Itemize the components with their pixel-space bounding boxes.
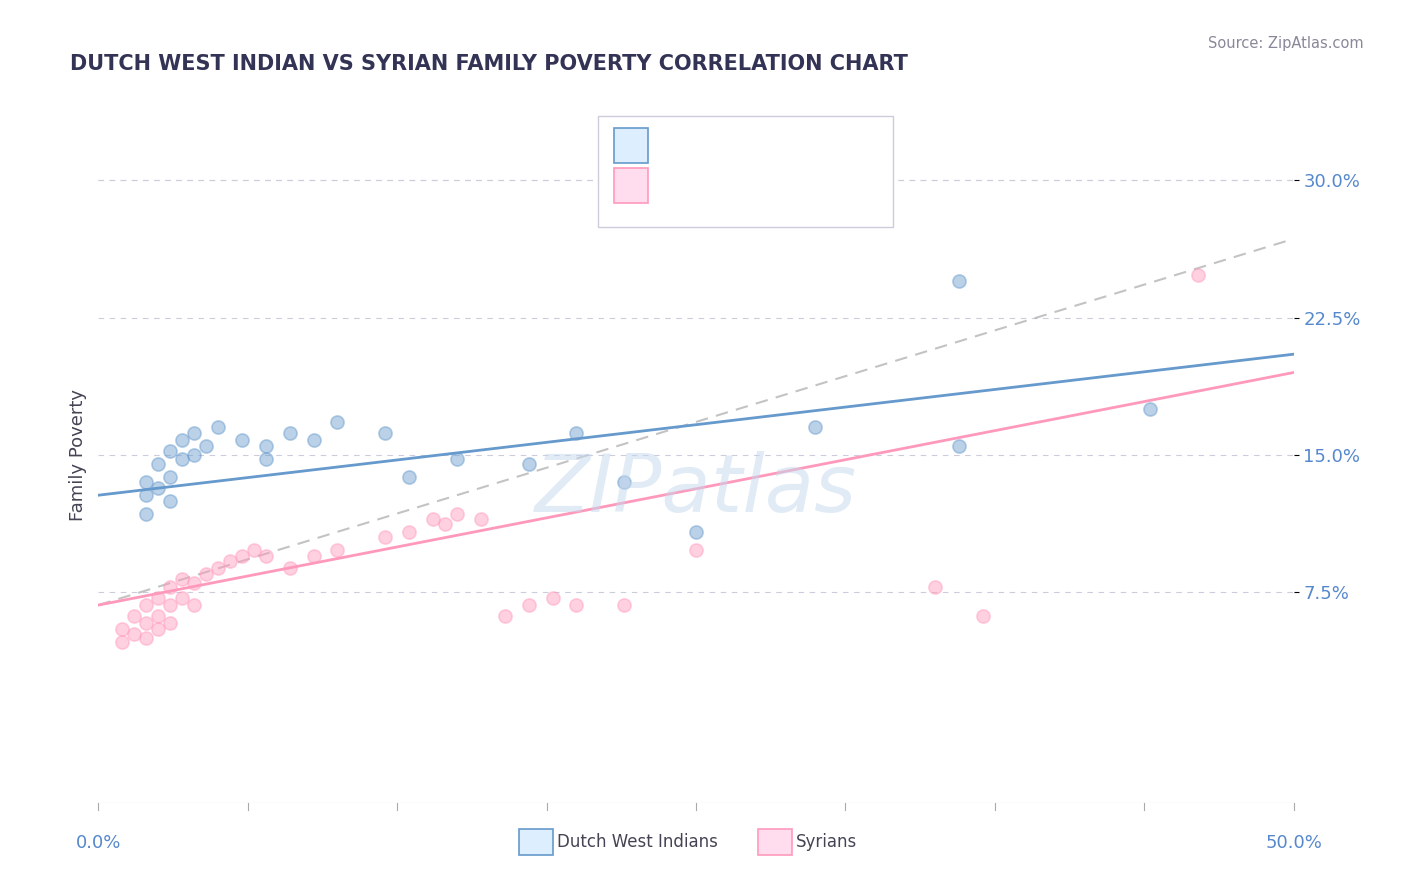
Point bbox=[195, 439, 218, 453]
Point bbox=[135, 507, 157, 521]
Point bbox=[135, 631, 157, 645]
Point bbox=[159, 470, 181, 484]
Point bbox=[243, 543, 266, 558]
Point bbox=[302, 434, 325, 448]
Point bbox=[924, 580, 946, 594]
Point bbox=[195, 566, 218, 581]
Point bbox=[219, 554, 242, 568]
Point bbox=[398, 470, 420, 484]
Point bbox=[231, 549, 253, 563]
Text: ZIPatlas: ZIPatlas bbox=[534, 450, 858, 529]
Point bbox=[948, 274, 970, 288]
Point bbox=[565, 598, 588, 612]
Point bbox=[148, 481, 170, 495]
Point bbox=[231, 434, 253, 448]
Point bbox=[374, 425, 396, 440]
Point bbox=[517, 457, 540, 471]
Text: R = 0.286: R = 0.286 bbox=[658, 136, 748, 154]
Text: N = 41: N = 41 bbox=[749, 177, 817, 194]
Point bbox=[124, 627, 146, 641]
Point bbox=[565, 425, 588, 440]
Point bbox=[135, 475, 157, 490]
Text: Source: ZipAtlas.com: Source: ZipAtlas.com bbox=[1208, 36, 1364, 51]
Text: 0.0%: 0.0% bbox=[76, 834, 121, 852]
Point bbox=[804, 420, 827, 434]
Point bbox=[111, 634, 134, 648]
Point bbox=[398, 524, 420, 539]
Point bbox=[948, 439, 970, 453]
Point bbox=[148, 609, 170, 624]
Text: Syrians: Syrians bbox=[796, 833, 858, 851]
Point bbox=[172, 591, 194, 605]
Point bbox=[172, 573, 194, 587]
Point bbox=[517, 598, 540, 612]
Point bbox=[278, 425, 301, 440]
Point bbox=[183, 448, 205, 462]
Text: N = 31: N = 31 bbox=[749, 136, 817, 154]
Point bbox=[111, 622, 134, 636]
Point bbox=[148, 457, 170, 471]
Point bbox=[254, 451, 277, 466]
Point bbox=[135, 598, 157, 612]
Point bbox=[422, 512, 444, 526]
Point bbox=[207, 561, 229, 575]
Point bbox=[446, 507, 468, 521]
Point bbox=[159, 493, 181, 508]
Text: R = 0.415: R = 0.415 bbox=[658, 177, 748, 194]
Point bbox=[159, 444, 181, 458]
Point bbox=[541, 591, 564, 605]
Point bbox=[148, 622, 170, 636]
Point bbox=[374, 530, 396, 544]
Point bbox=[254, 439, 277, 453]
Point bbox=[446, 451, 468, 466]
Point bbox=[326, 415, 349, 429]
Point bbox=[434, 517, 457, 532]
Point bbox=[159, 616, 181, 631]
Text: Dutch West Indians: Dutch West Indians bbox=[557, 833, 717, 851]
Text: DUTCH WEST INDIAN VS SYRIAN FAMILY POVERTY CORRELATION CHART: DUTCH WEST INDIAN VS SYRIAN FAMILY POVER… bbox=[70, 54, 908, 73]
Point bbox=[183, 576, 205, 591]
Point bbox=[470, 512, 492, 526]
Point bbox=[685, 543, 707, 558]
Point bbox=[135, 616, 157, 631]
Point bbox=[124, 609, 146, 624]
Point bbox=[254, 549, 277, 563]
Point bbox=[613, 598, 636, 612]
Point bbox=[172, 451, 194, 466]
Point bbox=[159, 598, 181, 612]
Point bbox=[494, 609, 516, 624]
Point bbox=[135, 488, 157, 502]
Y-axis label: Family Poverty: Family Poverty bbox=[69, 389, 87, 521]
Point bbox=[685, 524, 707, 539]
Point bbox=[972, 609, 994, 624]
Point bbox=[183, 425, 205, 440]
Point bbox=[172, 434, 194, 448]
Point bbox=[326, 543, 349, 558]
Point bbox=[613, 475, 636, 490]
Point bbox=[159, 580, 181, 594]
Point bbox=[183, 598, 205, 612]
Point bbox=[1139, 402, 1161, 417]
Point bbox=[302, 549, 325, 563]
Point bbox=[207, 420, 229, 434]
Point bbox=[1187, 268, 1209, 283]
Point bbox=[278, 561, 301, 575]
Text: 50.0%: 50.0% bbox=[1265, 834, 1322, 852]
Point bbox=[148, 591, 170, 605]
